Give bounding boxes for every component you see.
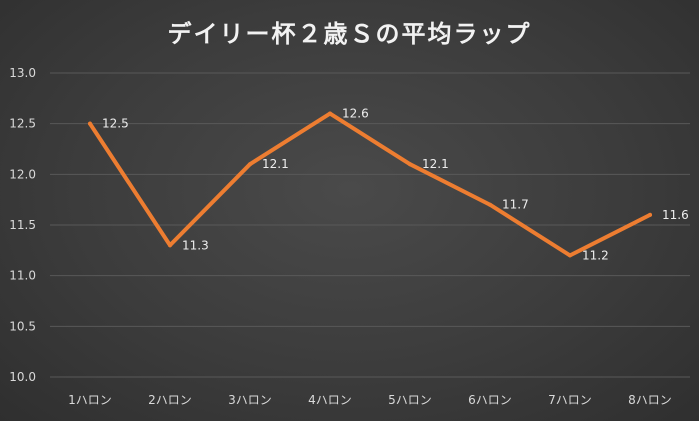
data-point: [248, 162, 252, 167]
x-tick-label: 3ハロン: [228, 393, 272, 407]
y-tick-label: 12.5: [9, 117, 36, 131]
x-tick-label: 1ハロン: [68, 393, 112, 407]
x-tick-label: 8ハロン: [628, 393, 672, 407]
data-point: [488, 202, 492, 207]
y-tick-label: 10.0: [9, 370, 36, 384]
data-label: 11.2: [582, 248, 609, 262]
y-tick-label: 11.5: [9, 218, 36, 232]
data-labels: 12.5 11.3 12.1 12.6 12.1 11.7 11.2 11.6: [102, 107, 689, 263]
data-label: 11.6: [662, 208, 689, 222]
data-label: 11.7: [502, 198, 529, 212]
x-tick-label: 7ハロン: [548, 393, 592, 407]
x-axis-ticks: 1ハロン 2ハロン 3ハロン 4ハロン 5ハロン 6ハロン 7ハロン 8ハロン: [68, 393, 672, 407]
data-point: [88, 121, 92, 126]
data-point: [568, 253, 572, 258]
x-tick-label: 6ハロン: [468, 393, 512, 407]
x-tick-label: 2ハロン: [148, 393, 192, 407]
data-point: [168, 243, 172, 248]
data-label: 11.3: [182, 238, 209, 252]
data-label: 12.6: [342, 107, 369, 121]
data-label: 12.1: [422, 157, 449, 171]
x-tick-label: 5ハロン: [388, 393, 432, 407]
gridlines: [50, 72, 690, 378]
data-point: [328, 111, 332, 116]
series-layer: [88, 111, 652, 258]
series-line: [88, 111, 652, 258]
y-tick-label: 11.0: [9, 269, 36, 283]
data-label: 12.5: [102, 117, 129, 131]
data-label: 12.1: [262, 157, 289, 171]
y-tick-label: 13.0: [9, 66, 36, 80]
chart-title: デイリー杯２歳Ｓの平均ラップ: [167, 20, 532, 48]
x-tick-label: 4ハロン: [308, 393, 352, 407]
data-point: [648, 212, 652, 217]
data-point: [408, 162, 412, 167]
y-tick-label: 10.5: [9, 319, 36, 333]
y-tick-label: 12.0: [9, 167, 36, 181]
y-axis-ticks: 10.0 10.5 11.0 11.5 12.0 12.5 13.0: [9, 66, 36, 384]
